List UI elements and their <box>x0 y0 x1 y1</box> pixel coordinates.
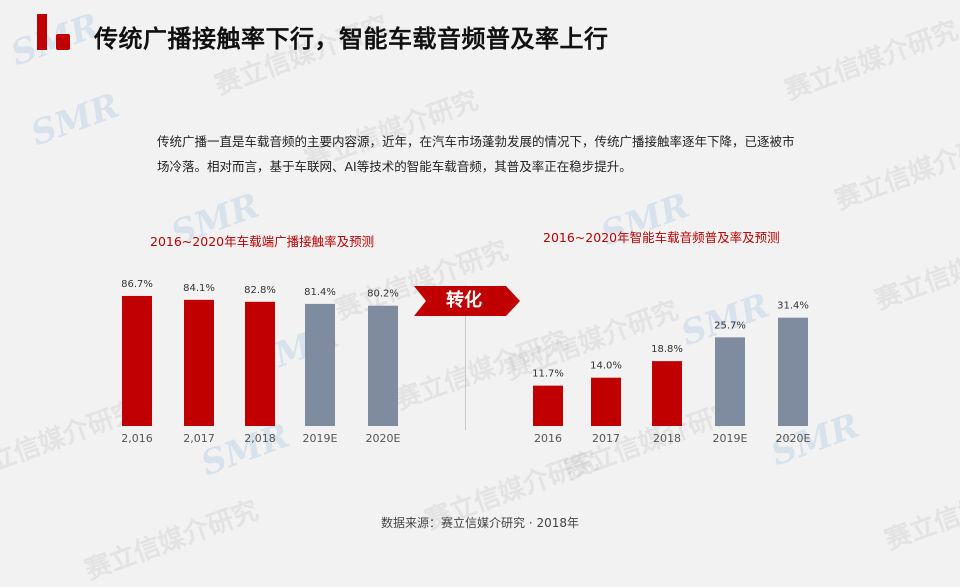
category-label: 2020E <box>366 432 401 445</box>
data-source-note: 数据来源：赛立信媒介研究 · 2018年 <box>381 516 579 530</box>
category-label: 2,018 <box>244 432 276 445</box>
bar-smart-audio-3 <box>715 337 745 426</box>
category-label: 2,016 <box>121 432 153 445</box>
data-label: 25.7% <box>714 320 746 331</box>
category-label: 2018 <box>653 432 681 445</box>
data-label: 11.7% <box>532 369 564 380</box>
bar-smart-audio-1 <box>591 377 621 426</box>
category-label: 2020E <box>776 432 811 445</box>
bar-broadcast-3 <box>305 303 335 426</box>
chart-divider <box>465 285 466 430</box>
bar-broadcast-4 <box>368 305 398 426</box>
data-label: 84.1% <box>183 283 215 294</box>
arrow-shape-icon <box>414 286 520 316</box>
transition-label: 转化 <box>446 290 482 311</box>
data-label: 80.2% <box>367 289 399 300</box>
data-label: 31.4% <box>777 301 809 312</box>
category-label: 2019E <box>713 432 748 445</box>
page-title: 传统广播接触率下行，智能车载音频普及率上行 <box>94 25 609 53</box>
category-label: 2019E <box>303 432 338 445</box>
chart-title-broadcast: 2016~2020年车载端广播接触率及预测 <box>150 234 375 249</box>
bar-charts: 86.7% 2,016 84.1% 2,017 82.8% 2,018 81.4% 2019E… <box>121 279 811 445</box>
brand-logo-icon <box>37 14 73 50</box>
chart-title-smart-audio: 2016~2020年智能车载音频普及率及预测 <box>543 230 780 245</box>
bar-smart-audio-0 <box>533 385 563 426</box>
category-label: 2016 <box>534 432 562 445</box>
category-label: 2017 <box>592 432 620 445</box>
bar-broadcast-1 <box>184 299 214 426</box>
intro-paragraph: 传统广播一直是车载音频的主要内容源，近年，在汽车市场蓬勃发展的情况下，传统广播接… <box>157 134 795 174</box>
bar-smart-audio-4 <box>778 317 808 426</box>
bar-broadcast-2 <box>245 301 275 426</box>
data-label: 81.4% <box>304 287 336 298</box>
category-label: 2,017 <box>183 432 215 445</box>
transition-arrow: 转化 <box>414 286 520 316</box>
data-label: 14.0% <box>590 361 622 372</box>
data-label: 86.7% <box>121 279 153 290</box>
bar-smart-audio-2 <box>652 361 682 426</box>
data-label: 82.8% <box>244 285 276 296</box>
bar-broadcast-0 <box>122 295 152 426</box>
data-label: 18.8% <box>651 344 683 355</box>
